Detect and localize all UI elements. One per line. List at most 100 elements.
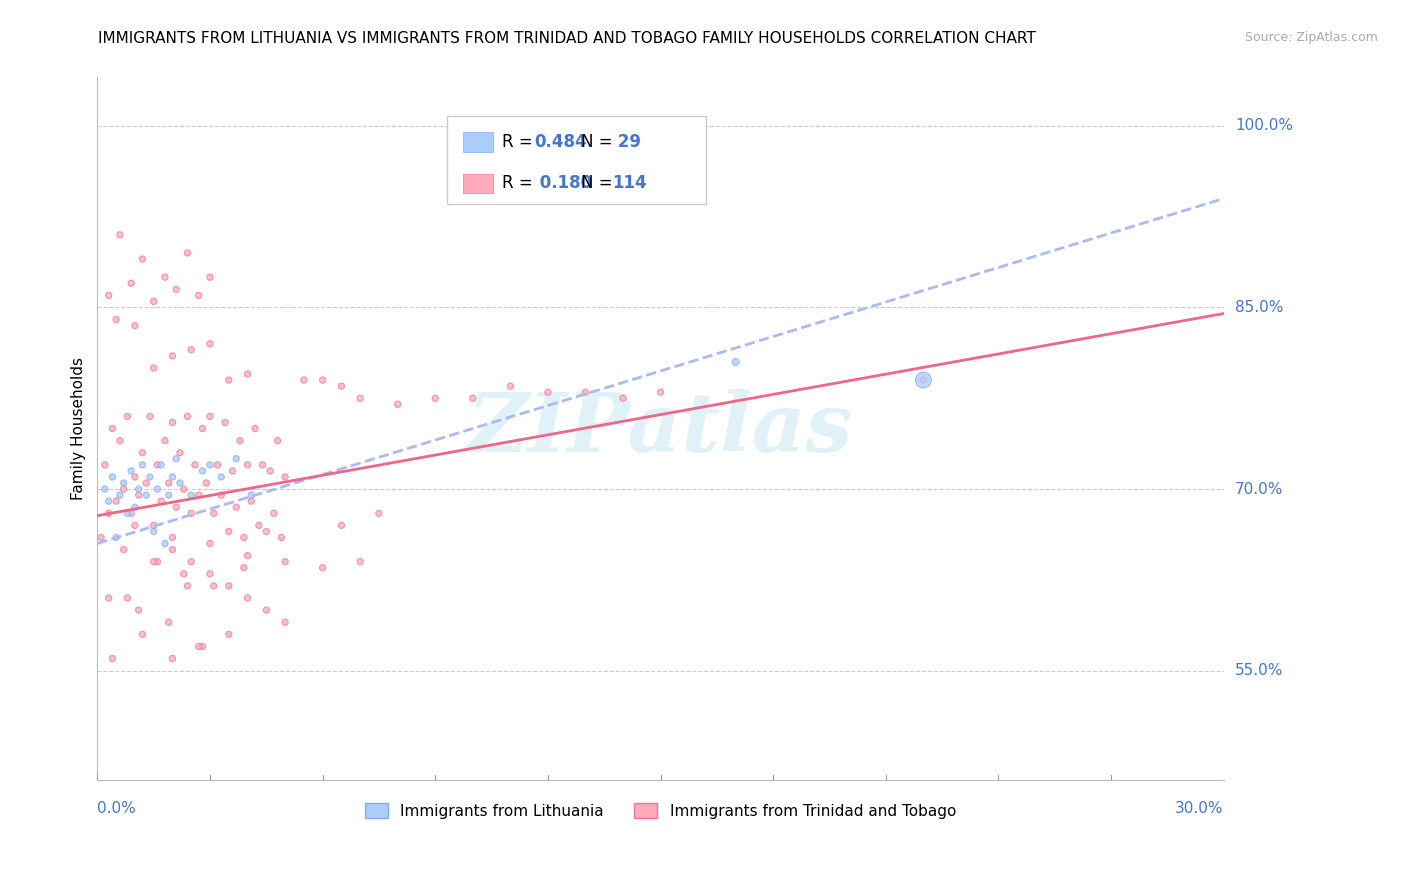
Point (146, 555, 169, 569)
Text: 0.0%: 0.0% (97, 801, 136, 816)
Point (117, 409, 139, 424)
Text: 85.0%: 85.0% (1234, 300, 1284, 315)
Point (90, 531, 112, 545)
Point (218, 579, 240, 593)
Text: 55.0%: 55.0% (1234, 663, 1284, 678)
Point (574, 385, 596, 400)
Y-axis label: Family Households: Family Households (72, 357, 86, 500)
Point (169, 446, 191, 460)
Point (191, 640, 214, 654)
Point (263, 506, 285, 520)
Point (162, 470, 184, 484)
Point (120, 506, 142, 520)
Point (131, 446, 153, 460)
Point (218, 627, 240, 641)
Point (311, 373, 333, 387)
Point (142, 294, 165, 309)
Point (165, 451, 187, 466)
Point (131, 458, 153, 472)
Point (112, 482, 135, 496)
Point (209, 470, 232, 484)
Point (499, 379, 522, 393)
Point (162, 349, 184, 363)
Point (117, 591, 139, 605)
Point (225, 451, 247, 466)
Point (139, 409, 162, 424)
Text: ZIPatlas: ZIPatlas (468, 389, 853, 468)
Point (330, 518, 353, 533)
Point (240, 494, 263, 508)
Point (157, 475, 180, 490)
FancyBboxPatch shape (464, 132, 492, 152)
Point (266, 434, 288, 448)
Text: N =: N = (581, 175, 617, 193)
Point (173, 482, 195, 496)
Point (259, 464, 281, 478)
Point (124, 318, 146, 333)
Point (97, 288, 120, 302)
FancyBboxPatch shape (464, 174, 492, 194)
Point (108, 488, 131, 502)
Point (198, 536, 221, 550)
Point (135, 488, 157, 502)
Point (176, 409, 198, 424)
Point (184, 458, 207, 472)
FancyBboxPatch shape (447, 116, 706, 204)
Point (108, 434, 131, 448)
Point (97, 591, 120, 605)
Text: 30.0%: 30.0% (1175, 801, 1223, 816)
Point (254, 524, 277, 539)
Point (150, 458, 173, 472)
Point (105, 531, 128, 545)
Point (187, 288, 209, 302)
Point (142, 524, 165, 539)
Point (218, 524, 240, 539)
Point (97, 494, 120, 508)
Point (243, 421, 266, 435)
Point (165, 500, 187, 515)
Point (153, 536, 176, 550)
Legend: Immigrants from Lithuania, Immigrants from Trinidad and Tobago: Immigrants from Lithuania, Immigrants fr… (359, 797, 962, 824)
Point (180, 506, 202, 520)
Point (162, 531, 184, 545)
Text: 29: 29 (612, 133, 641, 151)
Point (195, 475, 218, 490)
Point (101, 651, 124, 665)
Point (146, 458, 169, 472)
Point (650, 385, 672, 400)
Point (180, 488, 202, 502)
Point (368, 506, 391, 520)
Point (252, 458, 274, 472)
Point (131, 252, 153, 266)
Point (108, 227, 131, 242)
Point (176, 579, 198, 593)
Point (270, 531, 292, 545)
Point (187, 488, 209, 502)
Text: IMMIGRANTS FROM LITHUANIA VS IMMIGRANTS FROM TRINIDAD AND TOBAGO FAMILY HOUSEHOL: IMMIGRANTS FROM LITHUANIA VS IMMIGRANTS … (98, 31, 1036, 46)
Point (150, 494, 173, 508)
Point (218, 373, 240, 387)
Text: 0.180: 0.180 (534, 175, 592, 193)
Point (198, 458, 221, 472)
Point (162, 416, 184, 430)
Text: 0.484: 0.484 (534, 133, 586, 151)
Point (180, 555, 202, 569)
Point (142, 555, 165, 569)
Point (124, 500, 146, 515)
Point (124, 470, 146, 484)
Point (142, 518, 165, 533)
Point (135, 475, 157, 490)
Point (94, 458, 117, 472)
Point (112, 475, 135, 490)
Point (240, 488, 263, 502)
Point (162, 651, 184, 665)
Text: N =: N = (581, 133, 617, 151)
Point (274, 555, 297, 569)
Point (387, 397, 409, 411)
Point (131, 627, 153, 641)
Point (202, 506, 225, 520)
Text: R =: R = (502, 175, 537, 193)
Text: R =: R = (502, 133, 537, 151)
Point (180, 343, 202, 357)
Point (97, 506, 120, 520)
